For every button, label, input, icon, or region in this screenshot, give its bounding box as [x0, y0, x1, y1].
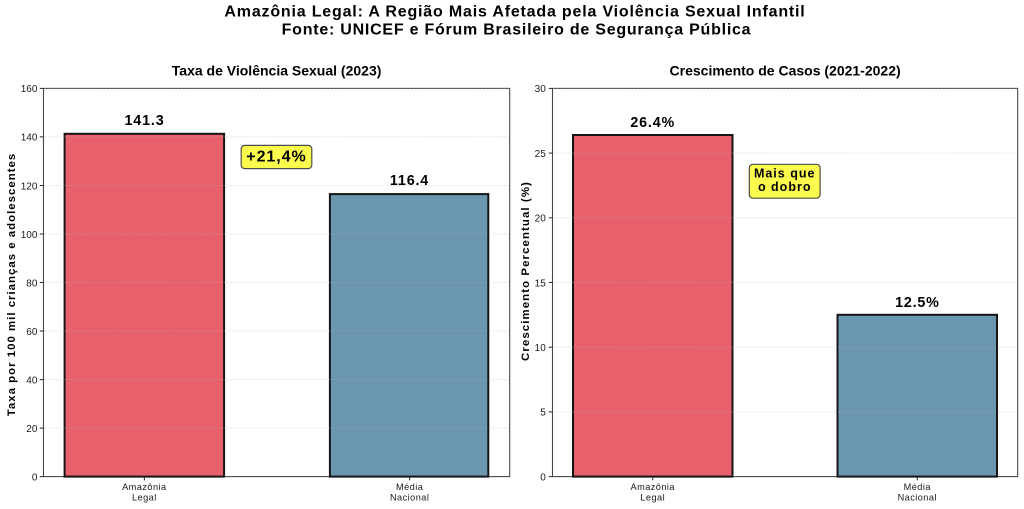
svg-text:26.4%: 26.4%: [630, 115, 675, 131]
svg-text:Crescimento de Casos (2021-202: Crescimento de Casos (2021-2022): [670, 62, 901, 78]
svg-text:15: 15: [535, 278, 547, 289]
svg-text:Amazônia: Amazônia: [631, 482, 676, 492]
svg-text:12.5%: 12.5%: [895, 295, 940, 311]
svg-text:Amazônia: Amazônia: [122, 482, 167, 492]
svg-text:0: 0: [540, 472, 546, 483]
svg-text:0: 0: [32, 472, 38, 483]
svg-text:30: 30: [535, 84, 547, 95]
svg-text:5: 5: [540, 408, 546, 419]
svg-text:Média: Média: [396, 482, 424, 492]
svg-text:+21,4%: +21,4%: [246, 149, 306, 166]
svg-text:Legal: Legal: [132, 493, 157, 503]
svg-text:10: 10: [535, 343, 547, 354]
svg-text:o dobro: o dobro: [758, 180, 812, 194]
svg-text:60: 60: [26, 327, 38, 338]
svg-text:20: 20: [26, 424, 38, 435]
svg-text:Nacional: Nacional: [898, 493, 937, 503]
svg-text:Crescimento Percentual (%): Crescimento Percentual (%): [520, 181, 532, 361]
svg-text:160: 160: [21, 84, 38, 95]
svg-text:40: 40: [26, 375, 38, 386]
svg-text:25: 25: [535, 149, 547, 160]
svg-text:Amazônia Legal: A Região Mais: Amazônia Legal: A Região Mais Afetada pe…: [224, 3, 805, 20]
svg-text:100: 100: [21, 230, 38, 241]
svg-text:140: 140: [21, 133, 38, 144]
svg-text:141.3: 141.3: [124, 113, 164, 129]
svg-text:116.4: 116.4: [390, 173, 429, 189]
svg-text:Legal: Legal: [640, 493, 665, 503]
svg-text:80: 80: [26, 278, 38, 289]
svg-text:Mais que: Mais que: [754, 167, 816, 181]
svg-text:20: 20: [535, 214, 547, 225]
svg-text:Fonte: UNICEF e Fórum Brasilei: Fonte: UNICEF e Fórum Brasileiro de Segu…: [282, 22, 752, 39]
svg-text:Taxa por 100 mil crianças e ad: Taxa por 100 mil crianças e adolescentes: [6, 153, 18, 416]
svg-text:Taxa de Violência Sexual (2023: Taxa de Violência Sexual (2023): [172, 62, 382, 78]
svg-text:Nacional: Nacional: [390, 493, 429, 503]
svg-text:Média: Média: [904, 482, 932, 492]
svg-text:120: 120: [21, 181, 38, 192]
